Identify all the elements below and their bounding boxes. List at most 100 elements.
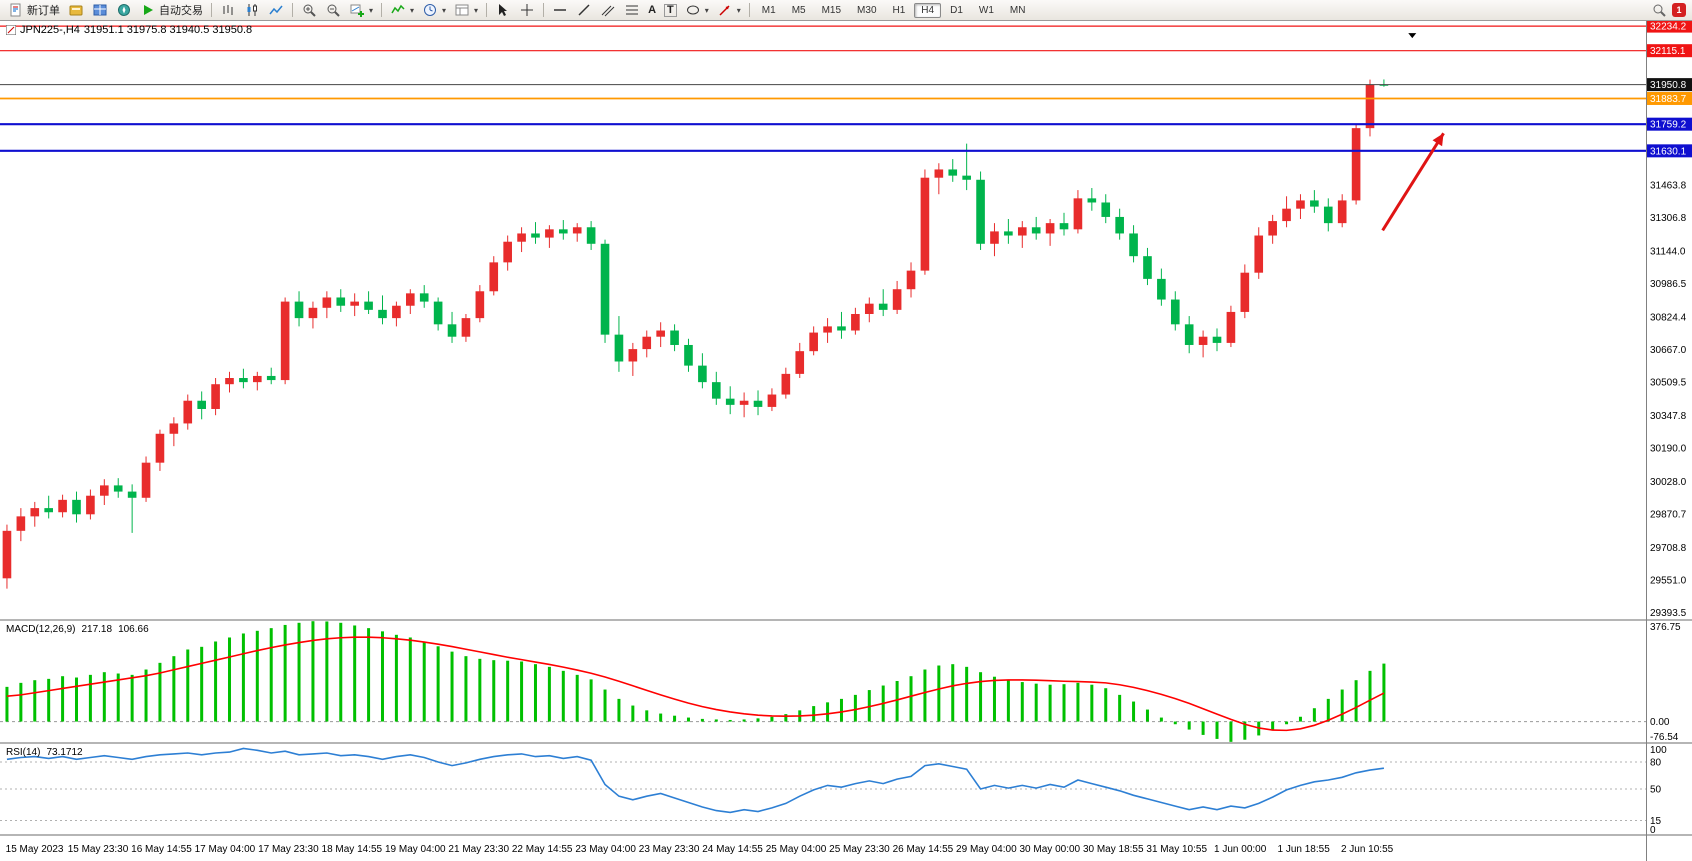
pane-splitter[interactable] bbox=[0, 619, 1692, 621]
new-order-button[interactable]: 新订单 bbox=[4, 1, 64, 19]
charts-button[interactable] bbox=[64, 1, 88, 19]
indicators-button[interactable]: ▾ bbox=[386, 1, 418, 19]
candle-body bbox=[1379, 84, 1389, 86]
crosshair-icon bbox=[519, 2, 535, 18]
macd-histogram bbox=[5, 621, 1386, 742]
macd-axis-label: 376.75 bbox=[1650, 622, 1681, 633]
trendline-tool-button[interactable] bbox=[572, 1, 596, 19]
timeframe-button-w1[interactable]: W1 bbox=[978, 5, 994, 16]
chart-plot-area[interactable] bbox=[0, 21, 1646, 618]
candle-body bbox=[252, 375, 262, 383]
candle-body bbox=[809, 332, 818, 352]
candle-body bbox=[322, 297, 332, 308]
separator bbox=[486, 3, 488, 17]
arrow-annotation-head bbox=[1432, 133, 1444, 147]
candlestick-series bbox=[2, 79, 1389, 589]
price-tag-31883.7 bbox=[1647, 91, 1692, 105]
notification-badge[interactable]: 1 bbox=[1672, 3, 1686, 17]
candle-body bbox=[739, 400, 749, 405]
template-icon bbox=[454, 2, 470, 18]
label-tool-button[interactable]: T bbox=[660, 1, 681, 19]
candle-body bbox=[336, 297, 346, 306]
price-tick: 30190.0 bbox=[1650, 444, 1687, 455]
chart-window-icon bbox=[6, 25, 16, 35]
candle-body bbox=[545, 229, 554, 238]
candle-body bbox=[72, 499, 81, 515]
candle-body bbox=[30, 508, 40, 517]
navigator-button[interactable] bbox=[112, 1, 136, 19]
rsi-axis-label: 15 bbox=[1650, 816, 1662, 827]
candle-body bbox=[531, 233, 540, 238]
text-tool-button[interactable]: A bbox=[644, 1, 660, 19]
macd-value-signal: 106.66 bbox=[118, 624, 149, 635]
crosshair-button[interactable] bbox=[515, 1, 539, 19]
channel-tool-button[interactable] bbox=[596, 1, 620, 19]
price-tick: 29708.8 bbox=[1650, 543, 1687, 554]
price-axis[interactable] bbox=[1647, 21, 1692, 836]
cursor-button[interactable] bbox=[491, 1, 515, 19]
zoom-out-button[interactable] bbox=[321, 1, 345, 19]
timeframe-button-m1[interactable]: M1 bbox=[761, 5, 776, 16]
candle-body bbox=[1115, 216, 1124, 234]
candle-body bbox=[1184, 324, 1194, 345]
candle-body bbox=[266, 375, 276, 381]
price-tag-label: 32115.1 bbox=[1650, 46, 1686, 57]
pane-splitter[interactable] bbox=[0, 834, 1692, 836]
scroll-marker-icon[interactable] bbox=[1408, 33, 1417, 39]
bar-chart-button[interactable] bbox=[216, 1, 240, 19]
templates-button[interactable]: ▾ bbox=[450, 1, 482, 19]
timeframe-button-h4[interactable]: H4 bbox=[914, 3, 942, 18]
chart-window[interactable]: 31463.8 31306.8 31144.0 30986.5 30824.4 30667… bbox=[0, 21, 1692, 861]
channel-tool-icon bbox=[600, 2, 616, 18]
timeframe-button-m5[interactable]: M5 bbox=[791, 5, 806, 16]
candle-body bbox=[892, 289, 902, 310]
new-chart-button[interactable]: ▾ bbox=[345, 1, 377, 19]
zoom-in-button[interactable] bbox=[297, 1, 321, 19]
time-label: 2 Jun 10:55 bbox=[1341, 844, 1394, 855]
navigator-icon bbox=[116, 2, 132, 18]
rsi-name: RSI(14) bbox=[6, 747, 41, 758]
candle-body bbox=[2, 530, 12, 579]
time-label: 21 May 23:30 bbox=[448, 844, 509, 855]
shapes-tool-button[interactable]: ▾ bbox=[681, 1, 713, 19]
time-label: 30 May 18:55 bbox=[1083, 844, 1144, 855]
time-label: 18 May 14:55 bbox=[322, 844, 383, 855]
timeframe-button-m30[interactable]: M30 bbox=[857, 5, 877, 16]
candle-body bbox=[948, 169, 958, 176]
candle-body bbox=[1240, 272, 1250, 312]
candle-body bbox=[475, 291, 485, 319]
price-tick: 30347.8 bbox=[1650, 411, 1687, 422]
chart-title-symbol: JPN225-,H4 bbox=[20, 24, 80, 36]
chart-title: JPN225-,H4 31951.1 31975.8 31940.5 31950… bbox=[6, 24, 252, 36]
candle-body bbox=[364, 301, 373, 310]
candle-body bbox=[239, 378, 248, 383]
pane-splitter[interactable] bbox=[0, 742, 1692, 744]
time-label: 16 May 14:55 bbox=[131, 844, 192, 855]
chart-title-ohlc: 31951.1 31975.8 31940.5 31950.8 bbox=[83, 24, 253, 36]
auto-trading-button[interactable]: 自动交易 bbox=[136, 1, 207, 19]
candle-body bbox=[1129, 233, 1138, 257]
hline-tool-button[interactable] bbox=[548, 1, 572, 19]
cursor-icon bbox=[495, 2, 511, 18]
search-icon[interactable] bbox=[1651, 2, 1667, 18]
candle-body bbox=[1031, 227, 1041, 234]
time-label: 15 May 23:30 bbox=[68, 844, 129, 855]
arrows-tool-button[interactable]: ▾ bbox=[713, 1, 745, 19]
chart-canvas: 31463.8 31306.8 31144.0 30986.5 30824.4 30667… bbox=[0, 21, 1692, 861]
candle-body bbox=[503, 241, 512, 263]
timeframe-button-d1[interactable]: D1 bbox=[950, 5, 963, 16]
timeframe-button-h1[interactable]: H1 bbox=[892, 5, 906, 16]
arrow-annotation[interactable] bbox=[1381, 132, 1445, 232]
separator bbox=[748, 3, 750, 17]
market-watch-button[interactable] bbox=[88, 1, 112, 19]
periods-button[interactable]: ▾ bbox=[418, 1, 450, 19]
candlestick-chart-button[interactable] bbox=[240, 1, 264, 19]
candle-body bbox=[1045, 223, 1055, 234]
candle-body bbox=[1143, 256, 1152, 279]
timeframe-button-mn[interactable]: MN bbox=[1009, 5, 1026, 16]
timeframe-button-m15[interactable]: M15 bbox=[821, 5, 842, 16]
candle-body bbox=[962, 175, 971, 180]
line-chart-button[interactable] bbox=[264, 1, 288, 19]
fibonacci-tool-button[interactable] bbox=[620, 1, 644, 19]
price-tag-32234.2 bbox=[1647, 21, 1692, 33]
